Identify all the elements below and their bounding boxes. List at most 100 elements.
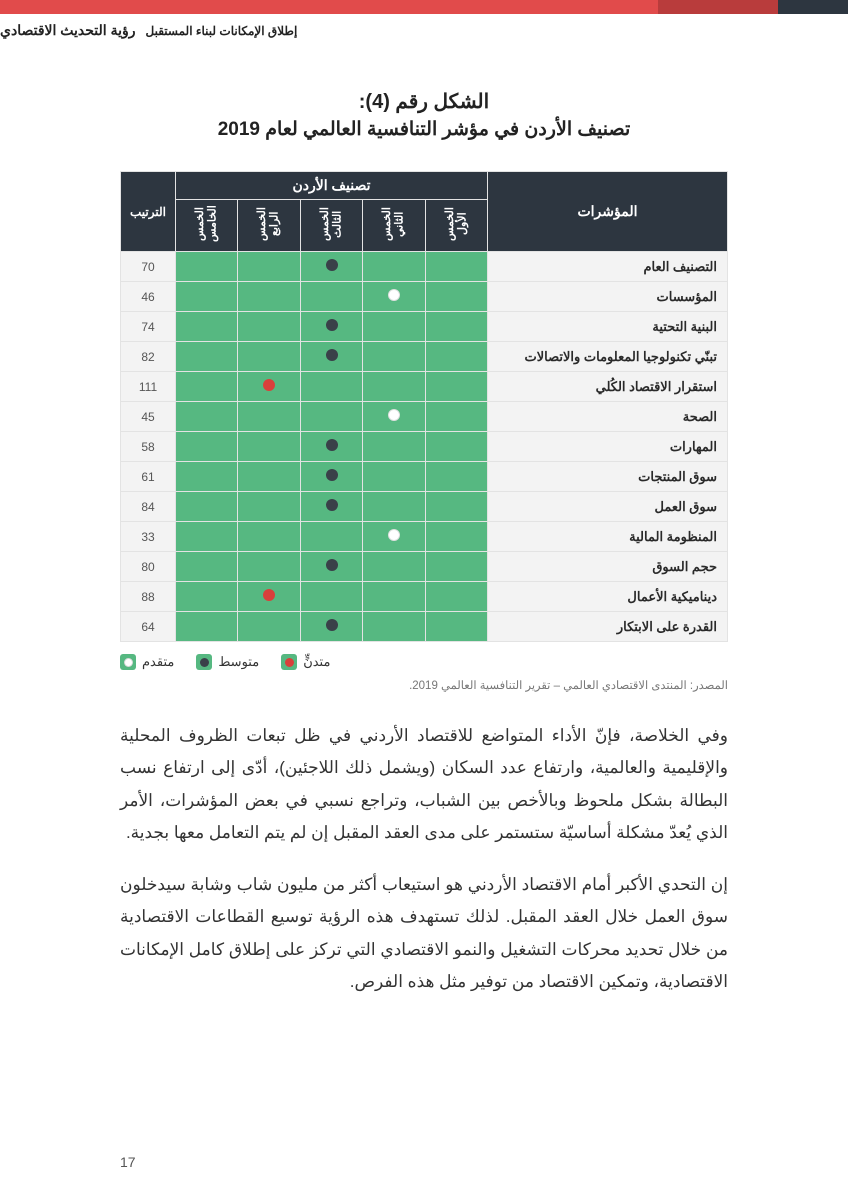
quintile-cell xyxy=(176,282,238,312)
quintile-cell xyxy=(363,552,425,582)
legend-mid: متوسط xyxy=(196,654,259,670)
quintile-cell xyxy=(363,432,425,462)
quintile-cell xyxy=(176,432,238,462)
indicator-cell: المهارات xyxy=(488,432,728,462)
quintile-cell xyxy=(238,582,300,612)
indicator-cell: المؤسسات xyxy=(488,282,728,312)
quintile-cell xyxy=(238,252,300,282)
document-header: إطلاق الإمكانات لبناء المستقبل رؤية التح… xyxy=(0,14,848,39)
rank-dot xyxy=(326,439,338,451)
rank-dot xyxy=(326,349,338,361)
indicator-cell: البنية التحتية xyxy=(488,312,728,342)
rank-cell: 61 xyxy=(121,462,176,492)
indicator-cell: سوق العمل xyxy=(488,492,728,522)
quintile-cell xyxy=(238,612,300,642)
table-row: سوق المنتجات 61 xyxy=(121,462,728,492)
rank-dot xyxy=(388,289,400,301)
quintile-cell xyxy=(238,552,300,582)
table-row: ديناميكية الأعمال88 xyxy=(121,582,728,612)
quintile-cell xyxy=(300,612,362,642)
figure-title: تصنيف الأردن في مؤشر التنافسية العالمي ل… xyxy=(120,118,728,141)
legend-low-label: متدنٍّ xyxy=(303,654,330,670)
legend-adv-label: متقدم xyxy=(142,654,174,670)
rank-dot xyxy=(326,559,338,571)
rank-dot xyxy=(326,499,338,511)
top-color-bar xyxy=(0,0,848,14)
col-indicators: المؤشرات xyxy=(488,172,728,252)
quintile-cell xyxy=(300,312,362,342)
quintile-cell xyxy=(238,522,300,552)
quintile-cell xyxy=(300,372,362,402)
page-number: 17 xyxy=(120,1154,136,1170)
quintile-cell xyxy=(238,372,300,402)
quintile-cell xyxy=(425,432,487,462)
indicator-cell: الصحة xyxy=(488,402,728,432)
table-head: المؤشرات تصنيف الأردن الترتيب الخمس الأو… xyxy=(121,172,728,252)
rank-cell: 46 xyxy=(121,282,176,312)
indicator-cell: القدرة على الابتكار xyxy=(488,612,728,642)
quintile-cell xyxy=(425,612,487,642)
rank-cell: 58 xyxy=(121,432,176,462)
legend-adv: متقدم xyxy=(120,654,174,670)
quintile-cell xyxy=(300,582,362,612)
indicator-cell: التصنيف العام xyxy=(488,252,728,282)
rank-dot xyxy=(326,319,338,331)
rank-dot xyxy=(326,619,338,631)
table-row: الصحة 45 xyxy=(121,402,728,432)
indicator-cell: استقرار الاقتصاد الكُلي xyxy=(488,372,728,402)
quintile-cell xyxy=(300,552,362,582)
col-q1: الخمس الأول xyxy=(425,200,487,252)
quintile-cell xyxy=(238,402,300,432)
table-row: التصنيف العام70 xyxy=(121,252,728,282)
table-row: المنظومة المالية33 xyxy=(121,522,728,552)
quintile-cell xyxy=(425,312,487,342)
quintile-cell xyxy=(176,372,238,402)
quintile-cell xyxy=(238,432,300,462)
rank-dot xyxy=(326,259,338,271)
quintile-cell xyxy=(176,582,238,612)
quintile-cell xyxy=(176,312,238,342)
quintile-cell xyxy=(425,462,487,492)
table-row: المهارات 58 xyxy=(121,432,728,462)
quintile-cell xyxy=(300,522,362,552)
col-q2: الخمس الثاني xyxy=(363,200,425,252)
legend-low-dot xyxy=(285,658,294,667)
quintile-cell xyxy=(300,252,362,282)
quintile-cell xyxy=(176,522,238,552)
rank-dot xyxy=(388,529,400,541)
rank-cell: 111 xyxy=(121,372,176,402)
quintile-cell xyxy=(363,462,425,492)
quintile-cell xyxy=(363,372,425,402)
quintile-cell xyxy=(176,402,238,432)
quintile-cell xyxy=(363,402,425,432)
rank-cell: 45 xyxy=(121,402,176,432)
table-row: سوق العمل84 xyxy=(121,492,728,522)
quintile-cell xyxy=(363,582,425,612)
col-rank: الترتيب xyxy=(121,172,176,252)
col-group-ranking: تصنيف الأردن xyxy=(176,172,488,200)
table-row: القدرة على الابتكار64 xyxy=(121,612,728,642)
indicator-cell: حجم السوق xyxy=(488,552,728,582)
legend: متدنٍّ متوسط متقدم xyxy=(120,654,728,670)
table-row: حجم السوق 80 xyxy=(121,552,728,582)
quintile-cell xyxy=(238,342,300,372)
quintile-cell xyxy=(176,612,238,642)
quintile-cell xyxy=(238,462,300,492)
indicator-cell: سوق المنتجات xyxy=(488,462,728,492)
quintile-cell xyxy=(238,492,300,522)
quintile-cell xyxy=(176,252,238,282)
quintile-cell xyxy=(176,492,238,522)
rank-cell: 82 xyxy=(121,342,176,372)
table-row: تبنّي تكنولوجيا المعلومات والاتصالات82 xyxy=(121,342,728,372)
quintile-cell xyxy=(363,342,425,372)
quintile-cell xyxy=(425,342,487,372)
indicator-cell: المنظومة المالية xyxy=(488,522,728,552)
table-row: المؤسسات 46 xyxy=(121,282,728,312)
rank-dot xyxy=(263,379,275,391)
quintile-cell xyxy=(300,432,362,462)
rank-cell: 80 xyxy=(121,552,176,582)
quintile-cell xyxy=(363,312,425,342)
table-row: البنية التحتية74 xyxy=(121,312,728,342)
quintile-cell xyxy=(425,492,487,522)
topbar-red-dark xyxy=(658,0,778,14)
